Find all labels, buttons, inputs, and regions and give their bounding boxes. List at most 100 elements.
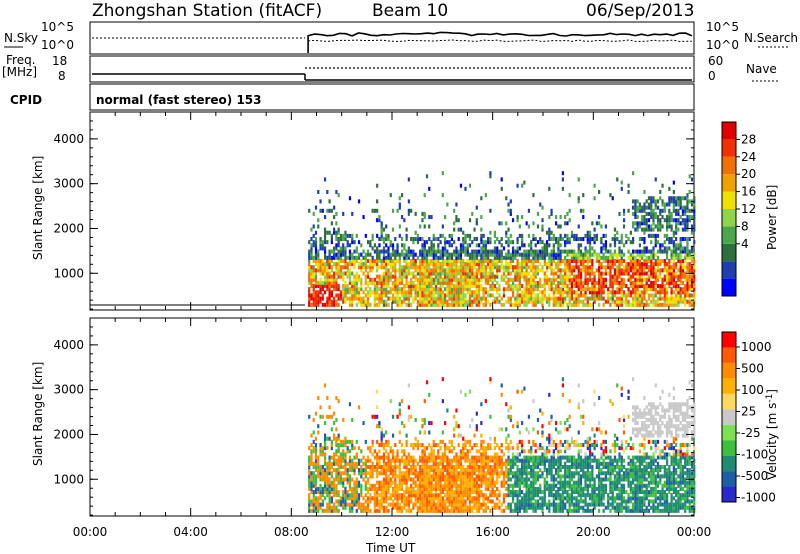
power-cell xyxy=(534,265,537,270)
velocity-cell xyxy=(439,455,442,460)
velocity-cell xyxy=(319,502,322,507)
power-cell xyxy=(407,290,410,295)
power-cell xyxy=(665,302,669,307)
power-cell xyxy=(419,237,422,242)
power-cell xyxy=(423,224,426,229)
power-cell xyxy=(468,265,472,270)
power-cell xyxy=(441,265,444,270)
power-cell xyxy=(387,302,390,307)
power-cell xyxy=(652,218,655,223)
velocity-cell xyxy=(502,452,506,457)
power-cell xyxy=(346,268,349,273)
velocity-cell xyxy=(514,474,517,479)
power-cell xyxy=(661,268,664,273)
power-cell xyxy=(643,277,646,282)
velocity-cell xyxy=(357,505,361,510)
power-cell xyxy=(545,243,549,248)
power-cell xyxy=(400,243,404,248)
velocity-cell xyxy=(376,439,379,444)
power-cell xyxy=(419,302,422,307)
power-cell xyxy=(527,280,531,285)
velocity-cell xyxy=(446,468,449,473)
power-cell xyxy=(593,284,596,289)
velocity-cell xyxy=(471,486,474,491)
power-cell xyxy=(564,233,567,238)
power-cell xyxy=(462,237,465,242)
power-cell xyxy=(534,271,537,276)
velocity-cell xyxy=(421,471,424,476)
velocity-cell xyxy=(310,461,313,466)
power-cell xyxy=(507,208,510,213)
power-cell xyxy=(661,284,664,289)
velocity-cell xyxy=(484,471,487,476)
velocity-cell xyxy=(514,455,517,460)
power-cell xyxy=(391,268,395,273)
power-cell xyxy=(439,252,442,257)
power-cell xyxy=(582,237,585,242)
velocity-cell xyxy=(337,480,340,485)
velocity-cell xyxy=(468,389,472,394)
power-cell xyxy=(326,302,329,307)
power-cell xyxy=(514,265,517,270)
power-cell xyxy=(410,271,413,276)
velocity-cell xyxy=(421,508,424,513)
power-cell xyxy=(468,280,472,285)
velocity-cell xyxy=(511,486,515,491)
power-cell xyxy=(310,268,313,273)
power-cell xyxy=(489,287,492,292)
velocity-cell xyxy=(369,496,372,501)
velocity-cell xyxy=(344,502,347,507)
power-cell xyxy=(573,255,576,260)
power-cell xyxy=(602,277,605,282)
power-cell xyxy=(428,237,431,242)
power-cell xyxy=(330,302,333,307)
nsky-panel-frame xyxy=(89,21,695,55)
power-cell xyxy=(344,252,347,257)
velocity-cell xyxy=(421,464,424,469)
velocity-cell xyxy=(348,493,352,498)
power-cell xyxy=(693,224,696,229)
velocity-cell xyxy=(423,449,426,454)
velocity-cell xyxy=(398,486,401,491)
power-cell xyxy=(588,240,592,245)
power-cell xyxy=(312,293,315,298)
power-cell xyxy=(586,284,589,289)
power-cell xyxy=(432,237,435,242)
velocity-cell xyxy=(394,443,397,448)
power-cell xyxy=(693,262,696,267)
velocity-cell xyxy=(446,446,449,451)
velocity-cell xyxy=(514,493,517,498)
velocity-cell xyxy=(335,461,338,466)
power-cell xyxy=(679,199,682,204)
velocity-cell xyxy=(369,464,372,469)
velocity-cell xyxy=(314,505,318,510)
power-cell xyxy=(591,258,594,263)
velocity-cell xyxy=(376,424,379,429)
power-cell xyxy=(561,296,564,301)
velocity-cell xyxy=(405,433,408,438)
power-cell xyxy=(441,249,444,254)
power-cell xyxy=(548,186,551,191)
power-cell xyxy=(573,265,576,270)
power-cell xyxy=(398,202,401,207)
power-cell xyxy=(670,224,673,229)
velocity-cell xyxy=(362,461,365,466)
velocity-cell xyxy=(448,483,451,488)
power-cell xyxy=(643,208,646,213)
power-cell xyxy=(588,246,592,251)
velocity-cell xyxy=(389,480,392,485)
power-cell xyxy=(564,284,567,289)
velocity-cell xyxy=(339,496,343,501)
power-cell xyxy=(378,280,381,285)
power-cell xyxy=(616,268,619,273)
power-cell xyxy=(489,171,492,176)
velocity-cell xyxy=(521,439,524,444)
power-cell xyxy=(405,252,408,257)
velocity-cell xyxy=(348,508,352,513)
velocity-cell xyxy=(482,496,485,501)
power-cell xyxy=(632,240,635,245)
velocity-cell xyxy=(335,449,338,454)
velocity-cell xyxy=(400,480,404,485)
power-cell xyxy=(457,237,460,242)
power-cell xyxy=(353,265,356,270)
